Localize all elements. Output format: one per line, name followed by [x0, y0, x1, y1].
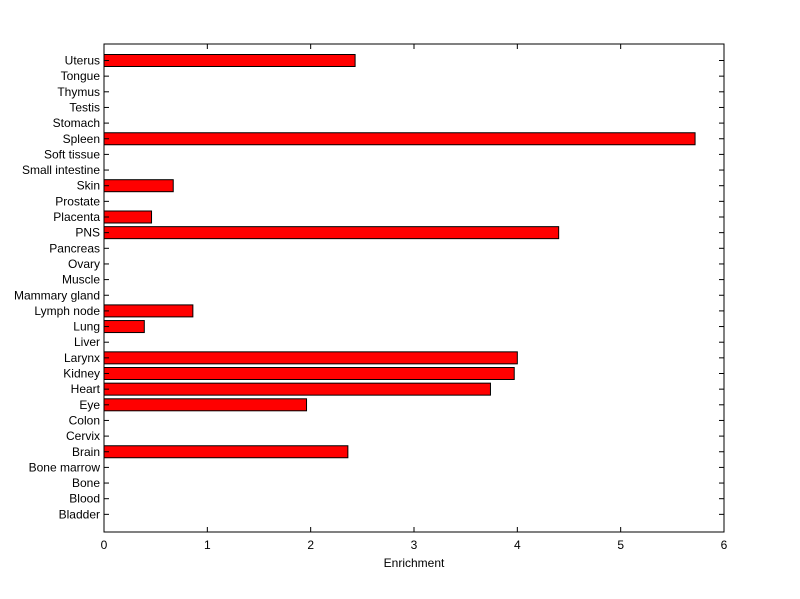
bar	[103, 226, 560, 240]
bar	[103, 445, 349, 459]
y-tick-label: Bladder	[59, 507, 100, 521]
y-tick-label: Heart	[71, 382, 101, 396]
y-tick-label: Lung	[73, 320, 100, 334]
y-tick-label: PNS	[75, 226, 100, 240]
y-tick-label: Cervix	[66, 429, 100, 443]
plot-frame	[103, 43, 725, 533]
y-tick-label: Soft tissue	[44, 147, 100, 161]
y-tick-label: Placenta	[53, 210, 100, 224]
bar	[103, 382, 491, 396]
y-tick-label: Mammary gland	[14, 288, 100, 302]
bar	[103, 132, 696, 146]
bar	[103, 351, 518, 365]
y-tick-label: Brain	[72, 445, 100, 459]
y-tick-label: Uterus	[65, 54, 100, 68]
y-tick-label: Eye	[79, 398, 100, 412]
x-tick-label: 1	[204, 538, 211, 552]
y-tick-label: Pancreas	[49, 241, 100, 255]
x-axis-label: Enrichment	[384, 556, 445, 570]
x-tick-label: 6	[721, 538, 728, 552]
y-tick-label: Testis	[69, 100, 100, 114]
bar	[103, 54, 356, 67]
y-tick-label: Stomach	[53, 116, 100, 130]
y-tick-label: Lymph node	[34, 304, 100, 318]
x-ticks-group: 0 1 2 3 4 5 6	[101, 44, 728, 552]
bars-group	[103, 54, 696, 459]
y-tick-label: Muscle	[62, 273, 100, 287]
bar	[103, 320, 145, 334]
y-tick-label: Small intestine	[22, 163, 100, 177]
y-tick-label: Larynx	[64, 351, 100, 365]
bar	[103, 210, 153, 224]
bar	[103, 179, 174, 193]
y-tick-label: Thymus	[57, 85, 100, 99]
bar	[103, 304, 194, 318]
x-tick-label: 0	[101, 538, 108, 552]
x-tick-label: 2	[307, 538, 314, 552]
x-tick-label: 3	[411, 538, 418, 552]
x-tick-label: 4	[514, 538, 521, 552]
y-tick-label: Bone	[72, 476, 100, 490]
bar	[103, 367, 515, 380]
y-tick-label: Prostate	[55, 194, 100, 208]
y-tick-label: Colon	[69, 413, 100, 427]
y-tick-label: Kidney	[63, 367, 100, 381]
y-tick-label: Spleen	[63, 132, 100, 146]
x-tick-label: 5	[617, 538, 624, 552]
y-tick-label: Blood	[69, 492, 100, 506]
bar	[103, 398, 308, 412]
y-tick-label: Bone marrow	[29, 460, 101, 474]
y-tick-label: Ovary	[68, 257, 100, 271]
y-tick-label: Skin	[77, 179, 100, 193]
y-tick-label: Tongue	[61, 69, 101, 83]
y-tick-label: Liver	[74, 335, 100, 349]
